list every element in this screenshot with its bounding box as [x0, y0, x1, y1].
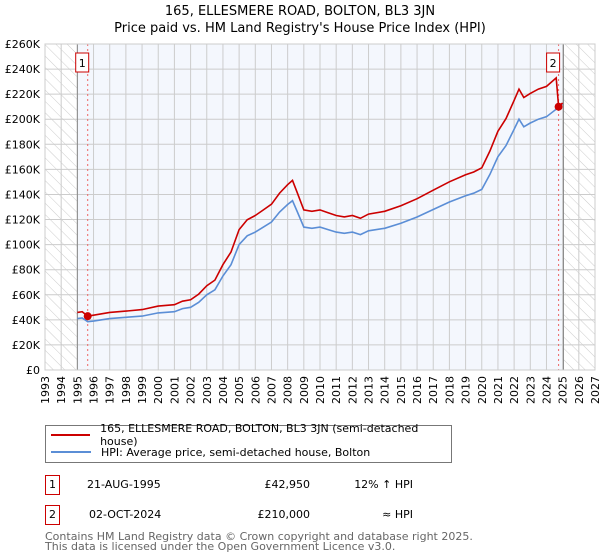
- legend-swatch-blue: [51, 451, 91, 453]
- y-tick-label: £0: [26, 364, 40, 377]
- x-tick-label: 2024: [540, 376, 553, 404]
- x-tick-label: 2012: [346, 376, 359, 404]
- x-tick-label: 2003: [201, 376, 214, 404]
- y-tick-label: £180K: [5, 138, 41, 151]
- hpi-line: [77, 103, 564, 323]
- legend: 165, ELLESMERE ROAD, BOLTON, BL3 3JN (se…: [45, 422, 452, 463]
- y-tick-label: £260K: [5, 38, 41, 51]
- x-tick-label: 1994: [55, 376, 68, 404]
- sale-price: £42,950: [264, 478, 311, 491]
- x-tick-label: 2020: [476, 376, 489, 404]
- footer-licence: This data is licensed under the Open Gov…: [45, 540, 396, 553]
- x-tick-label: 1997: [104, 376, 117, 404]
- x-tick-label: 2005: [233, 376, 246, 404]
- legend-swatch-red: [51, 434, 91, 436]
- x-tick-label: 2026: [573, 376, 586, 404]
- y-tick-label: £40K: [12, 314, 41, 327]
- x-tick-label: 2018: [443, 376, 456, 404]
- x-tick-label: 2021: [492, 376, 505, 404]
- sale-point: [83, 312, 92, 321]
- sale-badge: 2: [45, 505, 60, 525]
- x-tick-label: 2001: [168, 376, 181, 404]
- sale-badge: 1: [45, 475, 60, 495]
- chart-title: 165, ELLESMERE ROAD, BOLTON, BL3 3JN: [164, 4, 436, 19]
- x-tick-label: 2009: [298, 376, 311, 404]
- y-tick-label: £100K: [5, 239, 41, 252]
- x-tick-label: 2019: [460, 376, 473, 404]
- sale-hpi: 12% ↑ HPI: [354, 478, 413, 491]
- x-tick-label: 2016: [411, 376, 424, 404]
- y-tick-label: £120K: [5, 214, 41, 227]
- legend-item-hpi: HPI: Average price, semi-detached house,…: [51, 444, 370, 460]
- plot-border: [44, 43, 596, 371]
- y-tick-label: £240K: [5, 63, 41, 76]
- sale-price: £210,000: [257, 508, 311, 521]
- x-tick-label: 2006: [249, 376, 262, 404]
- footer-copyright: Contains HM Land Registry data © Crown c…: [45, 530, 473, 543]
- chart-subtitle: Price paid vs. HM Land Registry's House …: [114, 21, 486, 36]
- x-tick-label: 1993: [39, 376, 52, 404]
- x-tick-label: 1998: [120, 376, 133, 404]
- sale-point: [554, 102, 563, 111]
- sale-label-box: [75, 52, 90, 73]
- x-tick-label: 1995: [71, 376, 84, 404]
- y-tick-label: £80K: [12, 264, 41, 277]
- y-tick-label: £160K: [5, 163, 41, 176]
- x-tick-label: 2015: [395, 376, 408, 404]
- x-tick-label: 2027: [589, 376, 600, 404]
- sale-label: 1: [79, 57, 86, 70]
- x-tick-label: 2017: [427, 376, 440, 404]
- sale-date: 21-AUG-1995: [87, 478, 161, 491]
- x-tick-label: 2008: [282, 376, 295, 404]
- x-tick-label: 1999: [136, 376, 149, 404]
- property-line: [77, 76, 564, 317]
- y-tick-label: £60K: [12, 289, 41, 302]
- x-tick-label: 2002: [185, 376, 198, 404]
- sale-row-1: 1 21-AUG-1995 £42,950 12% ↑ HPI: [45, 475, 465, 495]
- x-tick-label: 2007: [265, 376, 278, 404]
- y-tick-label: £20K: [12, 339, 41, 352]
- legend-label: HPI: Average price, semi-detached house,…: [101, 445, 371, 459]
- sale-date: 02-OCT-2024: [89, 508, 162, 521]
- legend-item-property: 165, ELLESMERE ROAD, BOLTON, BL3 3JN (se…: [51, 422, 451, 448]
- x-tick-label: 1996: [88, 376, 101, 404]
- sale-label-box: [546, 52, 561, 73]
- x-tick-label: 2023: [524, 376, 537, 404]
- sale-row-2: 2 02-OCT-2024 £210,000 ≈ HPI: [45, 505, 465, 525]
- x-tick-label: 2004: [217, 376, 230, 404]
- legend-label: 165, ELLESMERE ROAD, BOLTON, BL3 3JN (se…: [100, 422, 419, 448]
- x-tick-label: 2013: [363, 376, 376, 404]
- sale-label: 2: [550, 57, 557, 70]
- x-tick-label: 2010: [314, 376, 327, 404]
- price-chart: 1993 1994 1995 1996 1997 1998 1999 2000 2001 2002…: [5, 38, 600, 404]
- x-tick-label: 2000: [152, 376, 165, 404]
- sale-hpi: ≈ HPI: [382, 508, 413, 521]
- x-tick-label: 2025: [557, 376, 570, 404]
- x-tick-label: 2011: [330, 376, 343, 404]
- y-tick-label: £200K: [5, 113, 41, 126]
- y-tick-label: £220K: [5, 88, 41, 101]
- y-tick-label: £140K: [5, 188, 41, 201]
- x-tick-label: 2014: [379, 376, 392, 404]
- x-tick-label: 2022: [508, 376, 521, 404]
